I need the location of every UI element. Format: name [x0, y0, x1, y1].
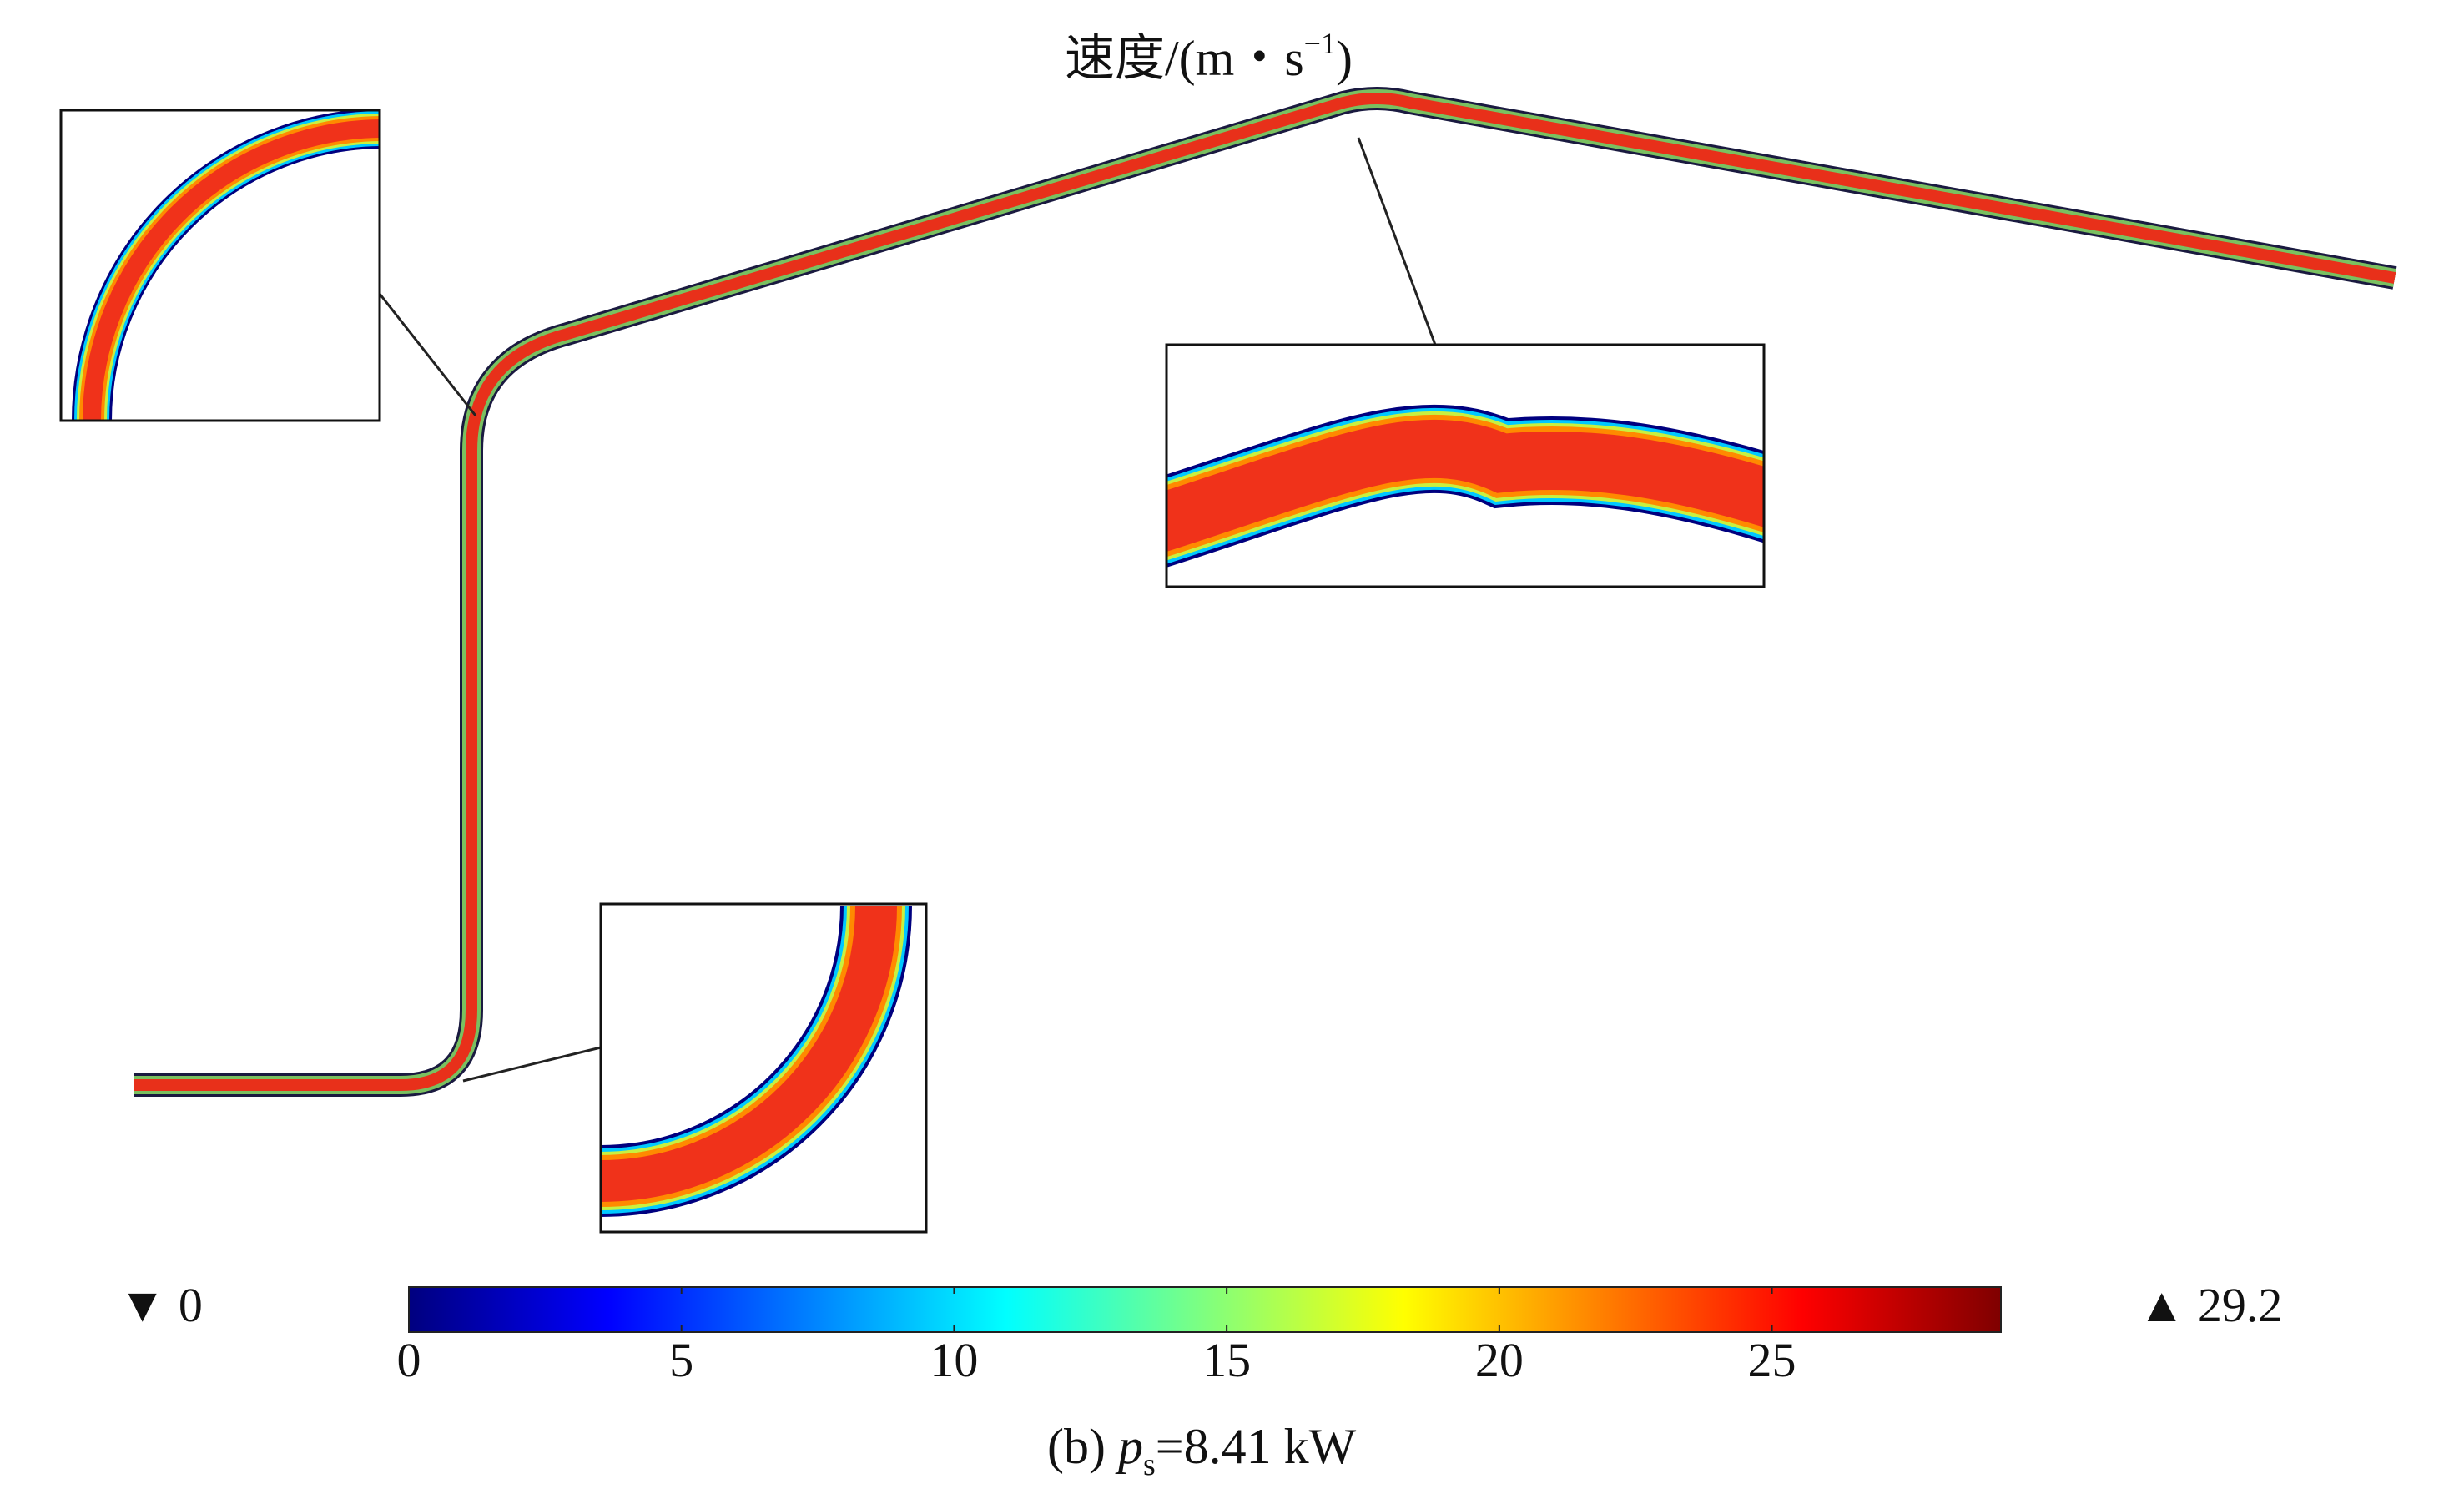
caption-prefix: (b) [1047, 1419, 1118, 1474]
figure-title: 速度/(m・s−1) [1065, 13, 1353, 88]
colorbar [408, 1286, 2002, 1333]
title-close: ) [1335, 31, 1353, 86]
pipe-core-flow [134, 93, 2396, 1091]
pipe-main [134, 87, 2397, 1097]
leader-lines [378, 137, 1437, 1083]
inset-peak-bend [1165, 343, 1766, 588]
leader-line-peak-bend [1357, 137, 1437, 346]
colorbar-tick-label: 10 [930, 1333, 979, 1387]
colorbar-tick-label: 20 [1474, 1333, 1524, 1387]
leader-line-upper-bend [378, 293, 477, 416]
caption-value: =8.41 kW [1155, 1419, 1357, 1474]
colorbar-tick-label: 25 [1747, 1333, 1796, 1387]
colorbar-ticks [408, 1287, 1773, 1332]
title-superscript: −1 [1303, 27, 1336, 60]
colorbar-min-label: ▼ 0 [118, 1278, 203, 1332]
inset-lower-bend [599, 902, 928, 1234]
caption-variable: p [1117, 1419, 1143, 1474]
colorbar-strip [408, 1286, 2002, 1333]
title-main: 速度/(m・s [1065, 31, 1304, 86]
colorbar-tick-label: 15 [1202, 1333, 1252, 1387]
figure-caption: (b) ps=8.41 kW [1047, 1417, 1356, 1494]
colorbar-tick-label: 5 [669, 1333, 694, 1387]
caption-subscript: s [1142, 1447, 1156, 1482]
inset-upper-bend [59, 109, 381, 422]
colorbar-max-label: ▲ 29.2 [2138, 1278, 2283, 1332]
colorbar-tick-label: 0 [396, 1333, 421, 1387]
leader-line-lower-bend [462, 1046, 602, 1083]
